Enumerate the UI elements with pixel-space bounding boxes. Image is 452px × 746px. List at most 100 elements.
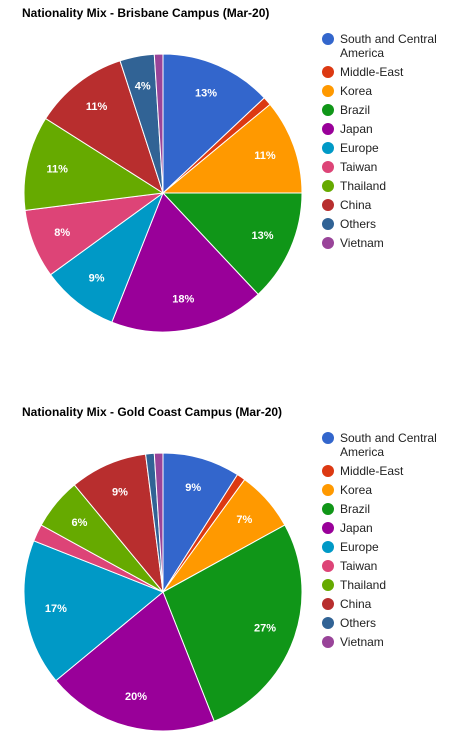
legend-swatch xyxy=(322,503,334,515)
pie-slice xyxy=(111,192,259,333)
legend-label: China xyxy=(340,597,372,611)
legend-item: Japan xyxy=(322,122,442,136)
legend-label: Vietnam xyxy=(340,236,384,250)
legend-item: Others xyxy=(322,217,442,231)
legend-label: Others xyxy=(340,616,377,630)
legend-label: Taiwan xyxy=(340,559,378,573)
legend-swatch xyxy=(322,636,334,648)
slice-label: 11% xyxy=(86,101,108,113)
legend-swatch xyxy=(322,218,334,230)
legend-item: South and Central America xyxy=(322,32,442,60)
legend-item: Taiwan xyxy=(322,559,442,573)
legend-label: Europe xyxy=(340,141,379,155)
legend-item: South and Central America xyxy=(322,431,442,459)
legend-swatch xyxy=(322,85,334,97)
legend-label: Japan xyxy=(340,122,373,136)
legend-item: Vietnam xyxy=(322,635,442,649)
slice-label: 6% xyxy=(72,517,88,529)
legend-item: China xyxy=(322,198,442,212)
pie-slice xyxy=(23,117,165,211)
slice-label: 13% xyxy=(195,87,217,99)
legend-item: Korea xyxy=(322,84,442,98)
legend-label: China xyxy=(340,198,372,212)
pie-slice xyxy=(162,53,266,195)
legend-item: Others xyxy=(322,616,442,630)
legend-swatch xyxy=(322,33,334,45)
legend-item: Middle-East xyxy=(322,65,442,79)
pie-slice xyxy=(162,524,303,722)
pie-slice xyxy=(44,60,164,195)
slice-label: 18% xyxy=(172,293,194,305)
slice-label: 20% xyxy=(125,691,147,703)
legend-swatch xyxy=(322,142,334,154)
legend-label: Europe xyxy=(340,540,379,554)
legend-item: Thailand xyxy=(322,578,442,592)
legend: South and Central America Middle-East Kore… xyxy=(322,32,442,255)
legend-label: Korea xyxy=(340,483,373,497)
legend-label: Taiwan xyxy=(340,160,378,174)
legend-label: Brazil xyxy=(340,103,371,117)
legend-item: Japan xyxy=(322,521,442,535)
legend-swatch xyxy=(322,180,334,192)
legend-item: Taiwan xyxy=(322,160,442,174)
pie-slice xyxy=(73,453,164,594)
pie-slice xyxy=(162,452,239,594)
pie-slice xyxy=(161,103,303,194)
legend-item: Europe xyxy=(322,540,442,554)
legend-swatch xyxy=(322,123,334,135)
legend-item: Middle-East xyxy=(322,464,442,478)
legend-item: Vietnam xyxy=(322,236,442,250)
pie-slice xyxy=(49,191,165,323)
legend-swatch xyxy=(322,104,334,116)
legend-label: Brazil xyxy=(340,502,371,516)
legend-label: South and Central America xyxy=(340,32,437,60)
slice-label: 7% xyxy=(236,514,252,526)
pie-slice xyxy=(55,591,215,732)
legend-swatch xyxy=(322,579,334,591)
legend-swatch xyxy=(322,465,334,477)
legend-label: Korea xyxy=(340,84,373,98)
legend-swatch xyxy=(322,541,334,553)
pie-slice xyxy=(23,540,164,682)
legend-label: Middle-East xyxy=(340,464,404,478)
legend-label: Others xyxy=(340,217,377,231)
pie-slice xyxy=(153,452,164,593)
legend-item: Brazil xyxy=(322,103,442,117)
legend-label: Vietnam xyxy=(340,635,384,649)
slice-label: 9% xyxy=(112,486,128,498)
legend-swatch xyxy=(322,66,334,78)
slice-label: 8% xyxy=(54,227,70,239)
legend-item: Korea xyxy=(322,483,442,497)
slice-label: 11% xyxy=(46,163,68,175)
legend-item: Europe xyxy=(322,141,442,155)
slice-label: 13% xyxy=(251,230,273,242)
legend-swatch xyxy=(322,237,334,249)
legend-label: Middle-East xyxy=(340,65,404,79)
chart-title: Nationality Mix - Gold Coast Campus (Mar… xyxy=(22,405,283,419)
legend-item: Thailand xyxy=(322,179,442,193)
legend-label: South and Central America xyxy=(340,431,437,459)
chart-title: Nationality Mix - Brisbane Campus (Mar-2… xyxy=(22,6,270,20)
legend-swatch xyxy=(322,522,334,534)
legend-label: Japan xyxy=(340,521,373,535)
slice-label: 4% xyxy=(135,80,151,92)
legend-swatch xyxy=(322,199,334,211)
legend-label: Thailand xyxy=(340,179,387,193)
legend-swatch xyxy=(322,161,334,173)
pie-slice xyxy=(161,192,303,296)
legend: South and Central America Middle-East Kore… xyxy=(322,431,442,654)
legend-swatch xyxy=(322,432,334,444)
slice-label: 9% xyxy=(185,482,201,494)
legend-item: Brazil xyxy=(322,502,442,516)
legend-item: China xyxy=(322,597,442,611)
legend-swatch xyxy=(322,617,334,629)
legend-swatch xyxy=(322,560,334,572)
slice-label: 11% xyxy=(254,150,276,162)
slice-label: 17% xyxy=(45,603,67,615)
legend-swatch xyxy=(322,598,334,610)
legend-label: Thailand xyxy=(340,578,387,592)
legend-swatch xyxy=(322,484,334,496)
slice-label: 9% xyxy=(89,273,105,285)
